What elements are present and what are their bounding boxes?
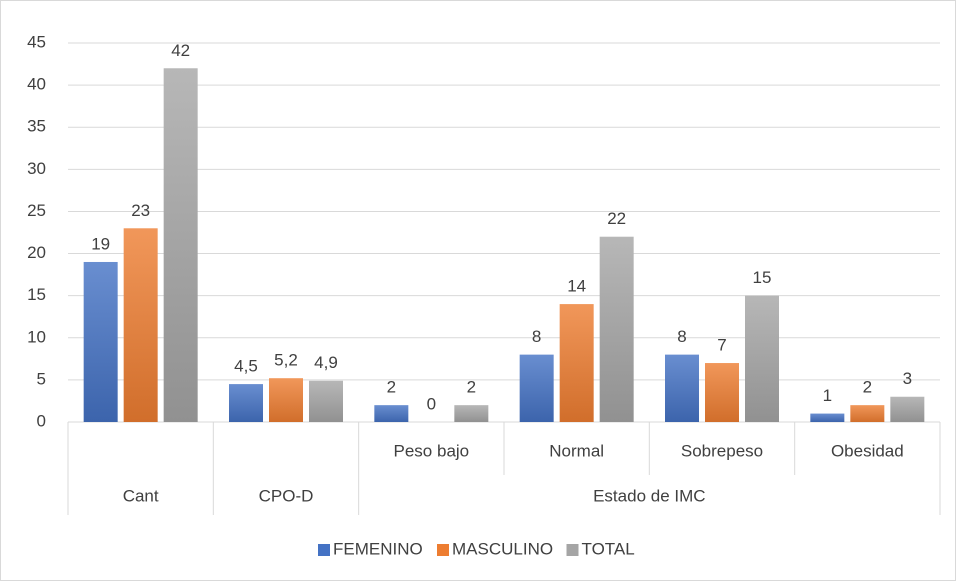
data-label: 0 — [427, 394, 436, 413]
data-label: 2 — [863, 378, 872, 397]
data-label: 14 — [567, 277, 586, 296]
bar — [83, 261, 118, 422]
y-tick-label: 20 — [27, 243, 46, 262]
data-label: 8 — [677, 327, 686, 346]
bar — [890, 396, 925, 422]
legend-label: FEMENINO — [333, 539, 423, 558]
data-label: 2 — [387, 378, 396, 397]
y-tick-label: 25 — [27, 201, 46, 220]
x-tick-label: Sobrepeso — [681, 441, 763, 460]
data-label: 8 — [532, 327, 541, 346]
data-label: 15 — [753, 268, 772, 287]
data-label: 4,9 — [314, 353, 338, 372]
bar — [374, 405, 409, 422]
data-label: 7 — [717, 336, 726, 355]
bar — [850, 405, 885, 422]
bar — [599, 236, 634, 422]
data-label: 4,5 — [234, 357, 258, 376]
bar — [309, 380, 343, 422]
y-tick-label: 0 — [37, 411, 46, 430]
bar — [269, 378, 303, 422]
y-tick-label: 35 — [27, 117, 46, 136]
data-label: 23 — [131, 201, 150, 220]
y-tick-label: 40 — [27, 75, 46, 94]
bar — [810, 413, 845, 422]
data-label: 19 — [91, 234, 110, 253]
bar — [665, 354, 699, 422]
bar — [559, 304, 594, 422]
bar — [519, 354, 554, 422]
data-label: 1 — [823, 386, 832, 405]
bar — [454, 405, 489, 422]
y-tick-label: 10 — [27, 327, 46, 346]
group-label: Cant — [123, 486, 159, 505]
y-tick-label: 30 — [27, 159, 46, 178]
y-tick-label: 5 — [37, 369, 46, 388]
x-tick-label: Obesidad — [831, 441, 904, 460]
bar — [229, 384, 263, 422]
data-label: 2 — [467, 378, 476, 397]
data-label: 42 — [171, 41, 190, 60]
group-label: CPO-D — [259, 486, 314, 505]
bar — [705, 363, 739, 422]
bar — [163, 68, 198, 423]
y-tick-label: 15 — [27, 285, 46, 304]
data-label: 3 — [903, 369, 912, 388]
legend-swatch — [566, 544, 579, 556]
bar — [745, 295, 779, 422]
data-label: 5,2 — [274, 351, 298, 370]
legend-label: MASCULINO — [452, 539, 553, 558]
legend-swatch — [437, 544, 449, 556]
data-label: 22 — [607, 209, 626, 228]
group-label: Estado de IMC — [593, 486, 705, 505]
x-tick-label: Peso bajo — [394, 441, 470, 460]
legend-label: TOTAL — [582, 539, 635, 558]
x-tick-label: Normal — [549, 441, 604, 460]
y-tick-label: 45 — [27, 32, 46, 51]
legend-swatch — [318, 544, 330, 556]
bar — [123, 228, 158, 422]
